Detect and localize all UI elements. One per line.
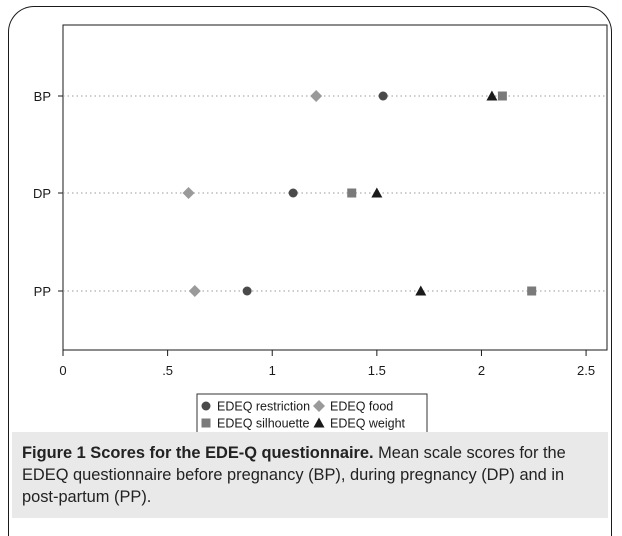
edeq-food-dp-point bbox=[182, 187, 195, 199]
legend-box bbox=[196, 393, 428, 435]
legend-edeq-silhouette-marker bbox=[201, 418, 211, 428]
x-tick-label: 1 bbox=[269, 363, 276, 378]
x-tick-label: 2.5 bbox=[577, 363, 595, 378]
legend-edeq-food-label: EDEQ food bbox=[330, 400, 393, 414]
legend-edeq-restriction-marker bbox=[201, 401, 211, 411]
figure-frame bbox=[8, 6, 612, 536]
edeq-weight-pp-point bbox=[415, 285, 427, 296]
edeq-restriction-dp-point bbox=[288, 188, 298, 198]
edeq-restriction-pp-point bbox=[242, 286, 252, 296]
edeq-food-bp-point bbox=[310, 90, 323, 102]
edeq-weight-dp-point bbox=[371, 187, 383, 198]
legend-edeq-silhouette-label: EDEQ silhouette bbox=[217, 417, 309, 431]
legend-edeq-weight-marker bbox=[313, 417, 325, 428]
y-tick-label-pp: PP bbox=[34, 284, 51, 299]
edeq-weight-bp-point bbox=[486, 90, 498, 101]
x-tick-label: 1.5 bbox=[368, 363, 386, 378]
edeq-silhouette-dp-point bbox=[347, 188, 357, 198]
edeq-silhouette-bp-point bbox=[497, 91, 507, 101]
legend-edeq-weight-label: EDEQ weight bbox=[330, 417, 406, 431]
figure-caption: Figure 1 Scores for the EDE-Q questionna… bbox=[12, 432, 608, 518]
y-tick-label-dp: DP bbox=[33, 186, 51, 201]
legend-edeq-food-marker bbox=[313, 400, 325, 412]
edeq-silhouette-pp-point bbox=[527, 286, 537, 296]
edeq-restriction-bp-point bbox=[378, 91, 388, 101]
y-tick-label-bp: BP bbox=[34, 89, 51, 104]
edeq-food-pp-point bbox=[188, 285, 201, 297]
x-tick-label: 2 bbox=[478, 363, 485, 378]
x-tick-label: .5 bbox=[162, 363, 173, 378]
caption-text: Mean scale scores for the EDEQ questionn… bbox=[22, 444, 566, 506]
x-tick-label: 0 bbox=[59, 363, 66, 378]
legend-edeq-restriction-label: EDEQ restriction bbox=[217, 400, 310, 414]
plot-area bbox=[62, 24, 608, 351]
caption-title: Figure 1 Scores for the EDE-Q questionna… bbox=[22, 444, 374, 462]
